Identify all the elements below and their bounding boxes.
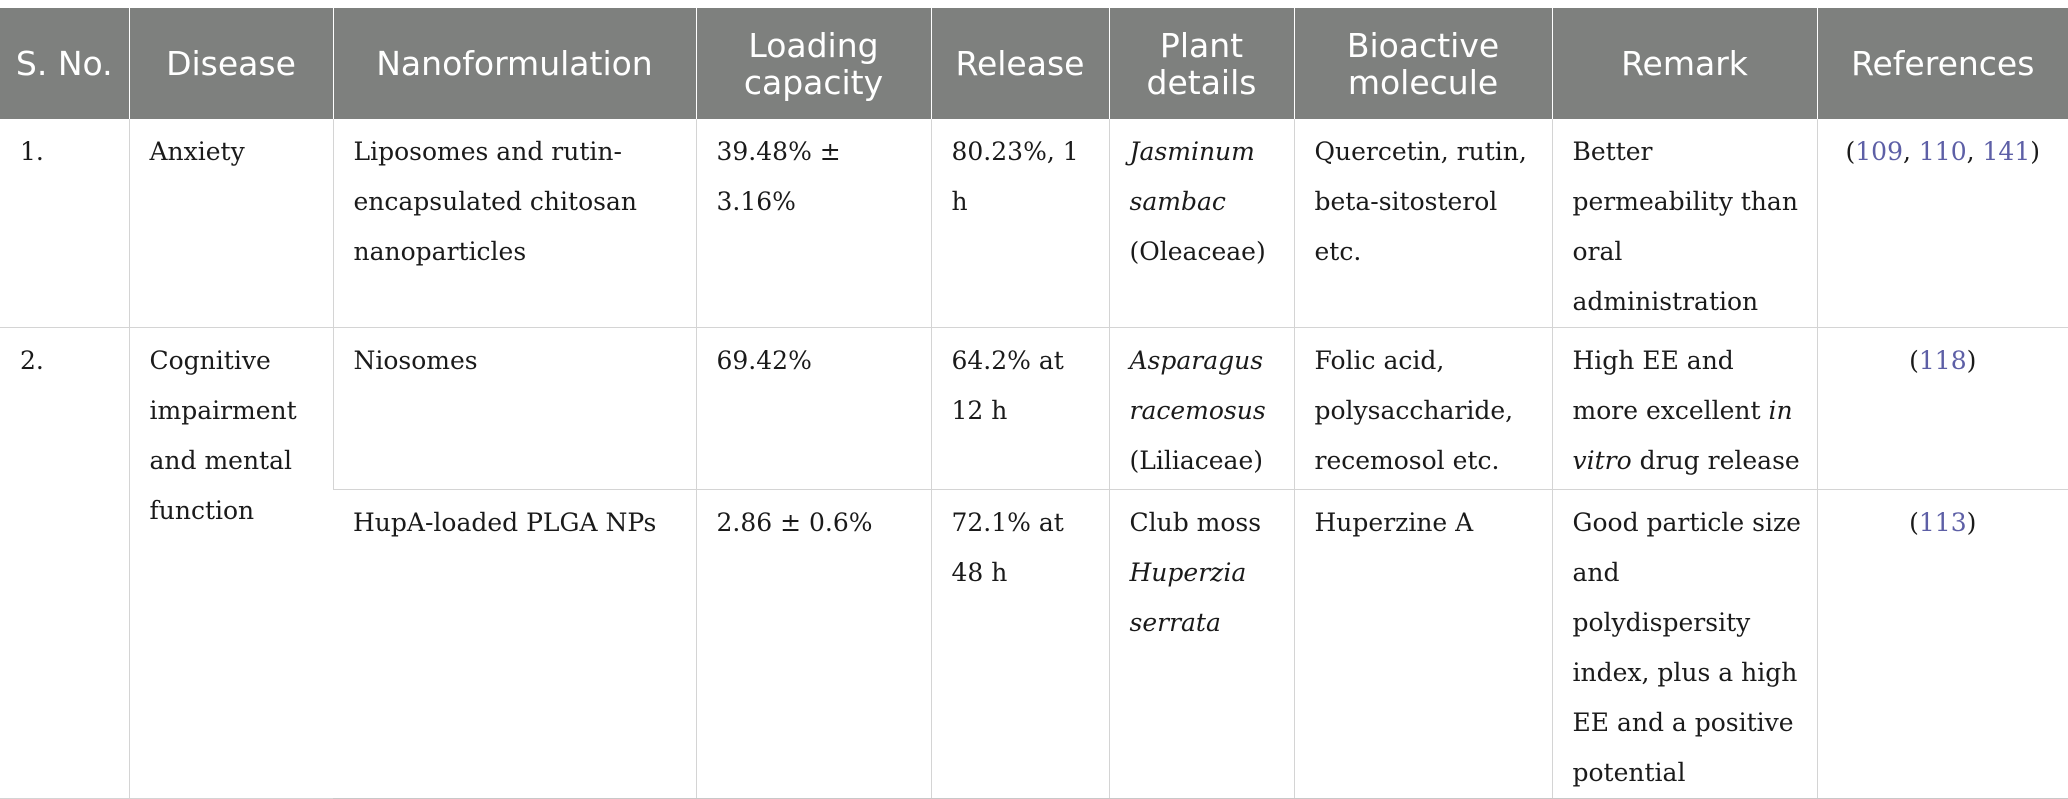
cell-references: (113) xyxy=(1816,489,2068,799)
reference-link[interactable]: 141 xyxy=(1982,137,2031,166)
cell-sno: 2. xyxy=(0,327,129,799)
ref-separator: , xyxy=(1966,137,1983,166)
plant-species: Asparagus racemosus xyxy=(1129,346,1266,425)
cell-nanoformulation: Liposomes and rutin-encapsulated chitosa… xyxy=(332,119,696,328)
cell-remark: Good particle size and polydispersity in… xyxy=(1551,489,1817,799)
reference-link[interactable]: 118 xyxy=(1918,346,1967,375)
ref-paren-open: ( xyxy=(1909,508,1919,537)
cell-nanoformulation: Niosomes xyxy=(332,327,696,490)
cell-loading-capacity: 39.48% ± 3.16% xyxy=(695,119,931,328)
plant-common-name: Club moss xyxy=(1129,508,1262,537)
header-remark: Remark xyxy=(1551,8,1817,119)
cell-references: (109, 110, 141) xyxy=(1816,119,2068,328)
plant-family: (Oleaceae) xyxy=(1129,237,1266,266)
nanoformulation-table: S. No. Disease Nanoformulation Loading c… xyxy=(0,8,2068,799)
reference-link[interactable]: 113 xyxy=(1918,508,1967,537)
remark-italic: in vitro xyxy=(1572,396,1793,475)
remark-text: High EE and more excellent xyxy=(1572,346,1769,425)
reference-link[interactable]: 109 xyxy=(1855,137,1903,166)
cell-references: (118) xyxy=(1816,327,2068,490)
cell-disease: Cognitive impairment and mental function xyxy=(128,327,333,799)
header-disease: Disease xyxy=(128,8,333,119)
header-references: References xyxy=(1816,8,2068,119)
remark-text: drug release xyxy=(1631,446,1800,475)
cell-remark: Better permeability than oral administra… xyxy=(1551,119,1817,328)
cell-sno: 1. xyxy=(0,119,129,328)
cell-plant-details: Asparagus racemosus (Liliaceae) xyxy=(1108,327,1294,490)
header-plant-details: Plant details xyxy=(1108,8,1294,119)
cell-release: 80.23%, 1 h xyxy=(930,119,1109,328)
header-release: Release xyxy=(930,8,1109,119)
ref-paren-open: ( xyxy=(1909,346,1919,375)
cell-plant-details: Jasminum sambac (Oleaceae) xyxy=(1108,119,1294,328)
cell-remark: High EE and more excellent in vitro drug… xyxy=(1551,327,1817,490)
ref-paren-close: ) xyxy=(1966,346,1977,375)
header-row: S. No. Disease Nanoformulation Loading c… xyxy=(0,8,2068,119)
cell-bioactive-molecule: Folic acid, polysaccharide, recemosol et… xyxy=(1293,327,1552,490)
header-nanoformulation: Nanoformulation xyxy=(332,8,696,119)
header-loading-capacity: Loading capacity xyxy=(695,8,931,119)
ref-paren-close: ) xyxy=(2030,137,2040,166)
cell-bioactive-molecule: Quercetin, rutin, beta-sitosterol etc. xyxy=(1293,119,1552,328)
cell-loading-capacity: 2.86 ± 0.6% xyxy=(695,489,931,799)
table-row: 2. Cognitive impairment and mental funct… xyxy=(0,327,2068,799)
ref-paren-open: ( xyxy=(1845,137,1856,166)
cell-plant-details: Club moss Huperzia serrata xyxy=(1108,489,1294,799)
header-bioactive-molecule: Bioactive molecule xyxy=(1293,8,1552,119)
plant-family: (Liliaceae) xyxy=(1129,446,1264,475)
cell-release: 64.2% at 12 h xyxy=(930,327,1109,490)
plant-species: Huperzia serrata xyxy=(1129,558,1247,637)
cell-release: 72.1% at 48 h xyxy=(930,489,1109,799)
table-row: 1. Anxiety Liposomes and rutin-encapsula… xyxy=(0,119,2068,328)
plant-species: Jasminum sambac xyxy=(1129,137,1255,216)
reference-link[interactable]: 110 xyxy=(1918,137,1967,166)
cell-loading-capacity: 69.42% xyxy=(695,327,931,490)
ref-paren-close: ) xyxy=(1966,508,1977,537)
ref-separator: , xyxy=(1902,137,1919,166)
cell-nanoformulation: HupA-loaded PLGA NPs xyxy=(333,489,696,799)
header-sno: S. No. xyxy=(0,8,129,119)
cell-bioactive-molecule: Huperzine A xyxy=(1293,489,1552,799)
cell-disease: Anxiety xyxy=(128,119,333,328)
